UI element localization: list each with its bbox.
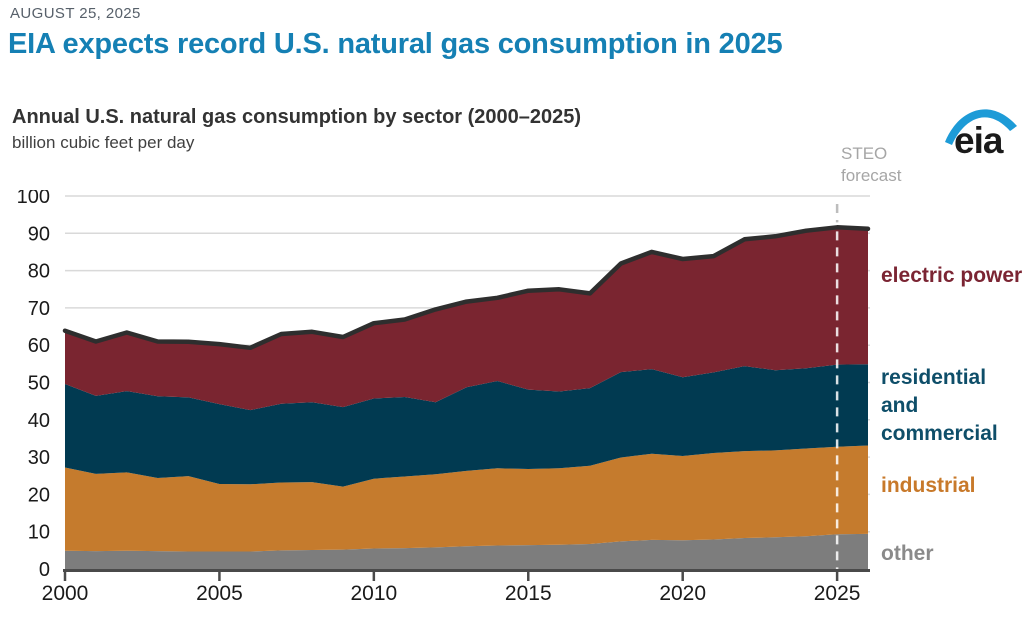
chart-units-label: billion cubic feet per day <box>12 133 195 152</box>
chart-title: Annual U.S. natural gas consumption by s… <box>12 106 582 128</box>
publish-date: AUGUST 25, 2025 <box>10 5 141 22</box>
x-tick-label: 2025 <box>814 582 861 605</box>
eia-swoosh-icon <box>945 109 1017 145</box>
area-residential-and-commercial <box>65 364 868 487</box>
x-tick-label: 2010 <box>350 582 397 605</box>
y-tick-label: 0 <box>39 559 50 581</box>
eia-logo-graphic: eia <box>945 109 1017 161</box>
legend-other: other <box>881 542 934 565</box>
legend-electric-power: electric power <box>881 264 1023 287</box>
y-tick-label: 30 <box>28 447 50 469</box>
eia-logo: eia <box>944 100 1018 161</box>
y-tick-label: 50 <box>28 373 50 395</box>
legend-residential-commercial: residential and commercial <box>881 366 998 445</box>
forecast-label: STEO forecast <box>841 144 902 185</box>
x-tick-label: 2005 <box>196 582 243 605</box>
area-electric-power <box>65 227 868 411</box>
y-tick-label: 90 <box>28 223 50 245</box>
area-other <box>65 533 868 569</box>
stacked-area-chart: 0 10 20 30 40 50 60 70 80 90 100 2000 2005 2010 2015 20… <box>17 190 871 605</box>
legend-industrial: industrial <box>881 474 976 497</box>
y-tick-label: 60 <box>28 335 50 357</box>
x-tick-label: 2000 <box>42 582 89 605</box>
y-tick-label: 40 <box>28 410 50 432</box>
y-tick-label: 10 <box>28 522 50 544</box>
y-tick-label: 100 <box>17 190 50 208</box>
x-tick-label: 2020 <box>659 582 706 605</box>
y-tick-label: 80 <box>28 261 50 283</box>
page-title: EIA expects record U.S. natural gas cons… <box>8 28 783 60</box>
area-industrial <box>65 445 868 552</box>
y-tick-label: 70 <box>28 298 50 320</box>
total-consumption-line <box>62 225 871 351</box>
x-tick-label: 2015 <box>505 582 552 605</box>
eia-logo-text: eia <box>954 120 1004 158</box>
y-tick-label: 20 <box>28 484 50 506</box>
